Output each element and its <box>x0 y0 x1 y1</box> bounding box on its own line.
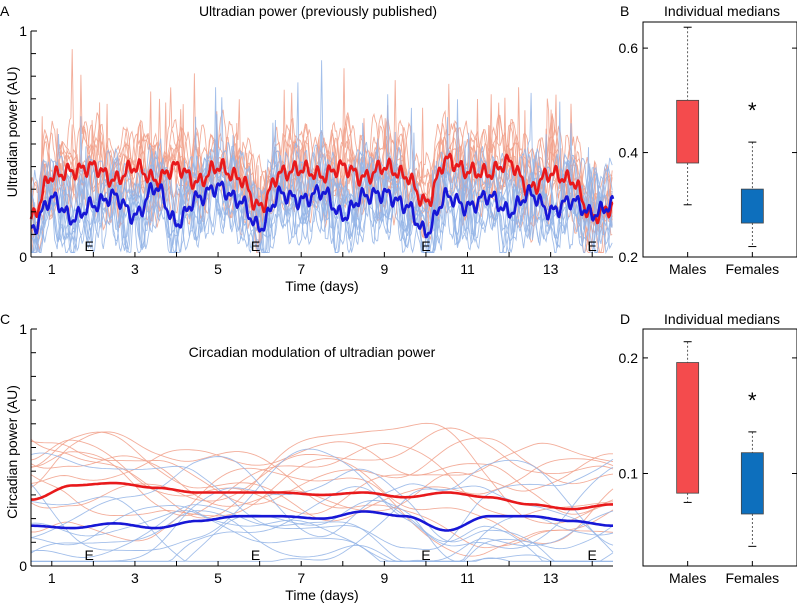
x-tick-label: 9 <box>380 570 388 586</box>
estrus-marker: E <box>85 238 94 254</box>
estrus-marker: E <box>421 547 430 563</box>
female-individual-trace <box>31 468 613 562</box>
male-individual-trace <box>30 431 614 522</box>
female-individual-trace <box>31 486 613 562</box>
box-panel-frame <box>642 21 797 258</box>
y-tick-label: 0.2 <box>619 249 639 265</box>
female-individual-trace <box>30 505 614 562</box>
panel-b: B Individual medians 0.2 0.4 0.6 Males Femal… <box>619 3 797 277</box>
panel-c-title: Circadian modulation of ultradian power <box>189 344 436 360</box>
y-tick-label: 0.4 <box>619 145 639 161</box>
female-mean-trace <box>30 180 615 239</box>
x-tick-label: 3 <box>131 570 139 586</box>
estrus-marker: E <box>588 238 597 254</box>
female-individual-trace <box>30 452 614 551</box>
y-tick-label: 0.2 <box>619 350 639 366</box>
iqr-box <box>740 452 764 515</box>
category-label: Females <box>725 261 779 277</box>
panel-a-axes: 011 3 5 7 9 11 13E E E E <box>19 23 613 277</box>
male-individual-trace <box>30 94 613 239</box>
panel-d-axes: 0.1 0.2 Males Females <box>619 328 797 586</box>
female-individual-trace <box>30 107 613 253</box>
significance-star: * <box>748 388 757 413</box>
category-label: Males <box>669 570 706 586</box>
x-tick-label: 11 <box>460 570 475 586</box>
panel-d-label: D <box>620 311 630 327</box>
panel-c-ylabel: Circadian power (AU) <box>4 385 20 519</box>
panel-a: A Ultradian power (previously published)… <box>0 3 615 294</box>
x-tick-label: 13 <box>543 261 559 277</box>
box-females <box>740 431 764 547</box>
x-tick-label: 5 <box>214 261 222 277</box>
estrus-marker: E <box>421 238 430 254</box>
estrus-marker: E <box>251 238 260 254</box>
x-tick-label: 3 <box>131 261 139 277</box>
panel-d-boxes: * <box>676 341 764 547</box>
male-individual-trace <box>30 458 614 544</box>
panel-c: C Circadian modulation of ultradian powe… <box>0 311 614 603</box>
y-tick-label: 1 <box>19 321 27 337</box>
panel-a-xlabel: Time (days) <box>285 278 358 294</box>
female-individual-trace <box>30 504 614 562</box>
male-mean-trace <box>29 152 614 225</box>
female-individual-trace <box>31 500 613 562</box>
panel-a-individual-traces <box>30 49 613 255</box>
x-tick-label: 7 <box>297 261 305 277</box>
x-tick-label: 11 <box>460 261 475 277</box>
male-individual-trace <box>30 441 614 515</box>
male-individual-trace <box>30 437 614 505</box>
panel-a-mean-traces <box>29 152 615 239</box>
estrus-marker: E <box>251 547 260 563</box>
male-individual-trace <box>30 453 613 512</box>
male-mean-trace <box>31 481 613 511</box>
panel-d-title: Individual medians <box>664 311 780 327</box>
x-tick-label: 7 <box>297 570 305 586</box>
x-tick-label: 5 <box>214 570 222 586</box>
estrus-marker: E <box>588 547 597 563</box>
box-males <box>676 341 700 503</box>
y-tick-label: 0 <box>19 558 27 574</box>
female-individual-trace <box>30 456 614 546</box>
male-individual-trace <box>31 467 614 557</box>
y-tick-label: 0.6 <box>619 40 639 56</box>
x-tick-label: 9 <box>380 261 388 277</box>
y-tick-label: 0.1 <box>619 466 639 482</box>
panel-c-label: C <box>0 311 10 327</box>
female-individual-trace <box>30 448 614 551</box>
significance-star: * <box>748 98 757 123</box>
category-label: Females <box>725 570 779 586</box>
x-tick-label: 1 <box>48 570 56 586</box>
estrus-marker: E <box>85 547 94 563</box>
panel-c-axes: 011 3 5 7 9 11 13E E E E <box>19 321 613 586</box>
panel-a-label: A <box>0 3 10 19</box>
box-females <box>740 141 764 248</box>
category-label: Males <box>669 261 706 277</box>
male-individual-trace <box>30 422 614 524</box>
y-tick-label: 1 <box>19 23 27 39</box>
iqr-box <box>676 99 700 164</box>
panel-b-title: Individual medians <box>664 3 780 19</box>
panel-c-individual-traces <box>30 422 614 562</box>
iqr-box <box>676 362 700 494</box>
male-individual-trace <box>30 431 614 549</box>
panel-a-title: Ultradian power (previously published) <box>199 3 437 19</box>
x-tick-label: 1 <box>48 261 56 277</box>
box-panel-frame <box>642 328 797 567</box>
panel-b-axes: 0.2 0.4 0.6 Males Females <box>619 21 797 277</box>
female-individual-trace <box>30 60 613 254</box>
female-mean-trace <box>31 510 613 532</box>
y-tick-label: 0 <box>19 249 27 265</box>
panel-a-ylabel: Ultradian power (AU) <box>4 67 20 198</box>
panel-b-label: B <box>620 3 629 19</box>
panel-c-mean-traces <box>31 481 613 532</box>
x-tick-label: 13 <box>543 570 559 586</box>
panel-b-boxes: * <box>676 26 764 248</box>
panel-c-xlabel: Time (days) <box>285 587 358 603</box>
box-males <box>676 26 700 206</box>
female-individual-trace <box>30 510 614 562</box>
iqr-box <box>740 188 764 224</box>
